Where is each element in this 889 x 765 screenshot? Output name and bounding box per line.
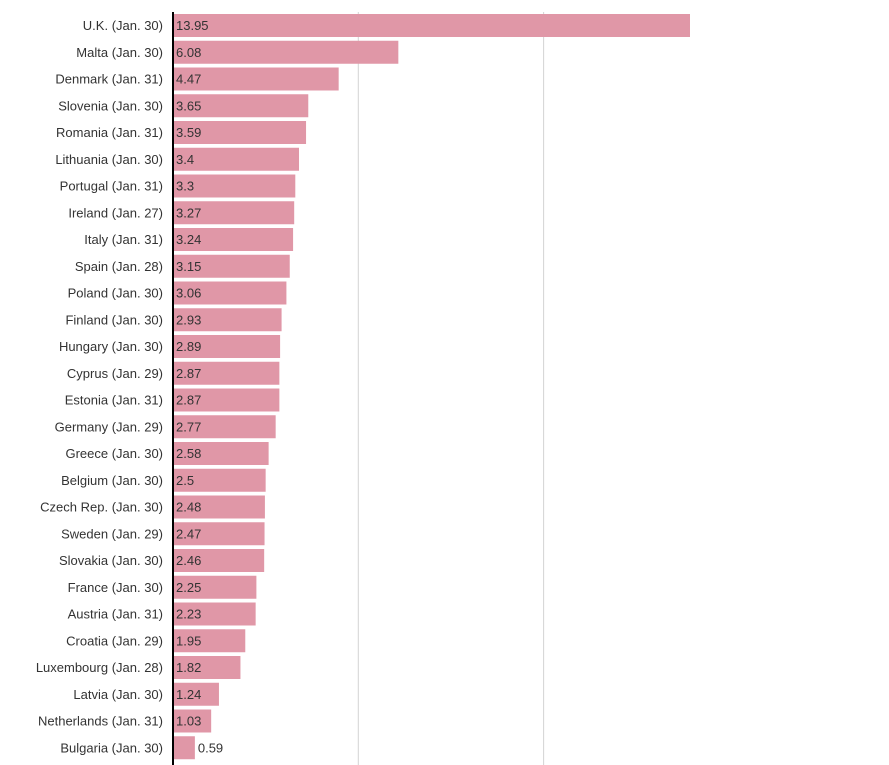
bar-16 xyxy=(173,442,269,465)
category-label: U.K. (Jan. 30) xyxy=(83,18,163,33)
bars xyxy=(173,14,690,760)
value-label: 2.47 xyxy=(176,526,201,541)
value-label: 1.24 xyxy=(176,687,201,702)
category-label: Bulgaria (Jan. 30) xyxy=(60,740,163,755)
category-label: Portugal (Jan. 31) xyxy=(60,179,163,194)
bar-14 xyxy=(173,388,280,412)
value-label: 0.59 xyxy=(198,740,223,755)
value-labels: 13.95 6.08 4.47 3.65 3.59 3.4 3.3 3.27 3.24 3.15 3… xyxy=(176,18,223,755)
category-label: Netherlands (Jan. 31) xyxy=(38,714,163,729)
bar-21 xyxy=(173,575,257,599)
category-label: Italy (Jan. 31) xyxy=(84,232,163,247)
bar-0 xyxy=(173,14,690,37)
value-label: 1.03 xyxy=(176,714,201,729)
category-label: Germany (Jan. 29) xyxy=(55,419,163,434)
value-label: 3.24 xyxy=(176,232,201,247)
category-label: Czech Rep. (Jan. 30) xyxy=(40,500,163,515)
bar-11 xyxy=(173,308,282,332)
bar-22 xyxy=(173,602,256,626)
value-label: 4.47 xyxy=(176,72,201,87)
bar-3 xyxy=(173,94,309,118)
bar-18 xyxy=(173,495,265,519)
bar-2 xyxy=(173,67,339,91)
value-label: 3.3 xyxy=(176,179,194,194)
category-label: Denmark (Jan. 31) xyxy=(55,72,163,87)
value-label: 1.82 xyxy=(176,660,201,675)
bar-17 xyxy=(173,468,266,492)
value-label: 3.06 xyxy=(176,286,201,301)
bar-5 xyxy=(173,147,300,171)
category-label: Greece (Jan. 30) xyxy=(65,446,163,461)
bar-24 xyxy=(173,656,241,679)
value-label: 2.77 xyxy=(176,419,201,434)
bar-4 xyxy=(173,121,307,144)
category-label: Cyprus (Jan. 29) xyxy=(67,366,163,381)
bar-12 xyxy=(173,335,281,358)
gridlines xyxy=(357,12,545,765)
value-label: 1.95 xyxy=(176,633,201,648)
value-label: 13.95 xyxy=(176,18,209,33)
value-label: 2.87 xyxy=(176,366,201,381)
bar-25 xyxy=(173,682,219,706)
category-label: Lithuania (Jan. 30) xyxy=(55,152,163,167)
value-label: 2.87 xyxy=(176,393,201,408)
category-label: Malta (Jan. 30) xyxy=(76,45,163,60)
value-label: 2.25 xyxy=(176,580,201,595)
value-label: 3.27 xyxy=(176,205,201,220)
category-label: Hungary (Jan. 30) xyxy=(59,339,163,354)
value-label: 3.15 xyxy=(176,259,201,274)
value-label: 2.23 xyxy=(176,607,201,622)
value-label: 2.48 xyxy=(176,500,201,515)
value-label: 6.08 xyxy=(176,45,201,60)
category-label: Belgium (Jan. 30) xyxy=(61,473,163,488)
bar-1 xyxy=(173,40,399,64)
bar-26 xyxy=(173,709,212,733)
category-label: Estonia (Jan. 31) xyxy=(65,393,163,408)
value-label: 2.46 xyxy=(176,553,201,568)
category-label: Slovenia (Jan. 30) xyxy=(58,98,163,113)
value-label: 3.65 xyxy=(176,98,201,113)
bar-9 xyxy=(173,254,290,278)
bar-13 xyxy=(173,361,280,385)
bar-10 xyxy=(173,281,287,305)
category-label: France (Jan. 30) xyxy=(68,580,163,595)
bar-8 xyxy=(173,228,294,251)
category-label: Austria (Jan. 31) xyxy=(68,607,163,622)
category-label: Sweden (Jan. 29) xyxy=(61,526,163,541)
bar-27 xyxy=(173,736,195,760)
bar-6 xyxy=(173,174,296,198)
category-label: Croatia (Jan. 29) xyxy=(66,633,163,648)
value-label: 3.4 xyxy=(176,152,194,167)
category-label: Poland (Jan. 30) xyxy=(68,286,163,301)
category-label: Spain (Jan. 28) xyxy=(75,259,163,274)
bar-23 xyxy=(173,629,246,653)
category-label: Finland (Jan. 30) xyxy=(65,312,163,327)
category-label: Slovakia (Jan. 30) xyxy=(59,553,163,568)
bar-7 xyxy=(173,201,295,225)
value-label: 2.93 xyxy=(176,312,201,327)
category-label: Ireland (Jan. 27) xyxy=(68,205,163,220)
category-label: Luxembourg (Jan. 28) xyxy=(36,660,163,675)
category-labels: U.K. (Jan. 30) Malta (Jan. 30) Denmark (Ja… xyxy=(36,18,163,755)
value-label: 2.5 xyxy=(176,473,194,488)
category-label: Romania (Jan. 31) xyxy=(56,125,163,140)
category-label: Latvia (Jan. 30) xyxy=(73,687,163,702)
bar-20 xyxy=(173,549,265,572)
value-label: 2.58 xyxy=(176,446,201,461)
value-label: 2.89 xyxy=(176,339,201,354)
bar-19 xyxy=(173,522,265,546)
value-label: 3.59 xyxy=(176,125,201,140)
bar-15 xyxy=(173,415,276,439)
